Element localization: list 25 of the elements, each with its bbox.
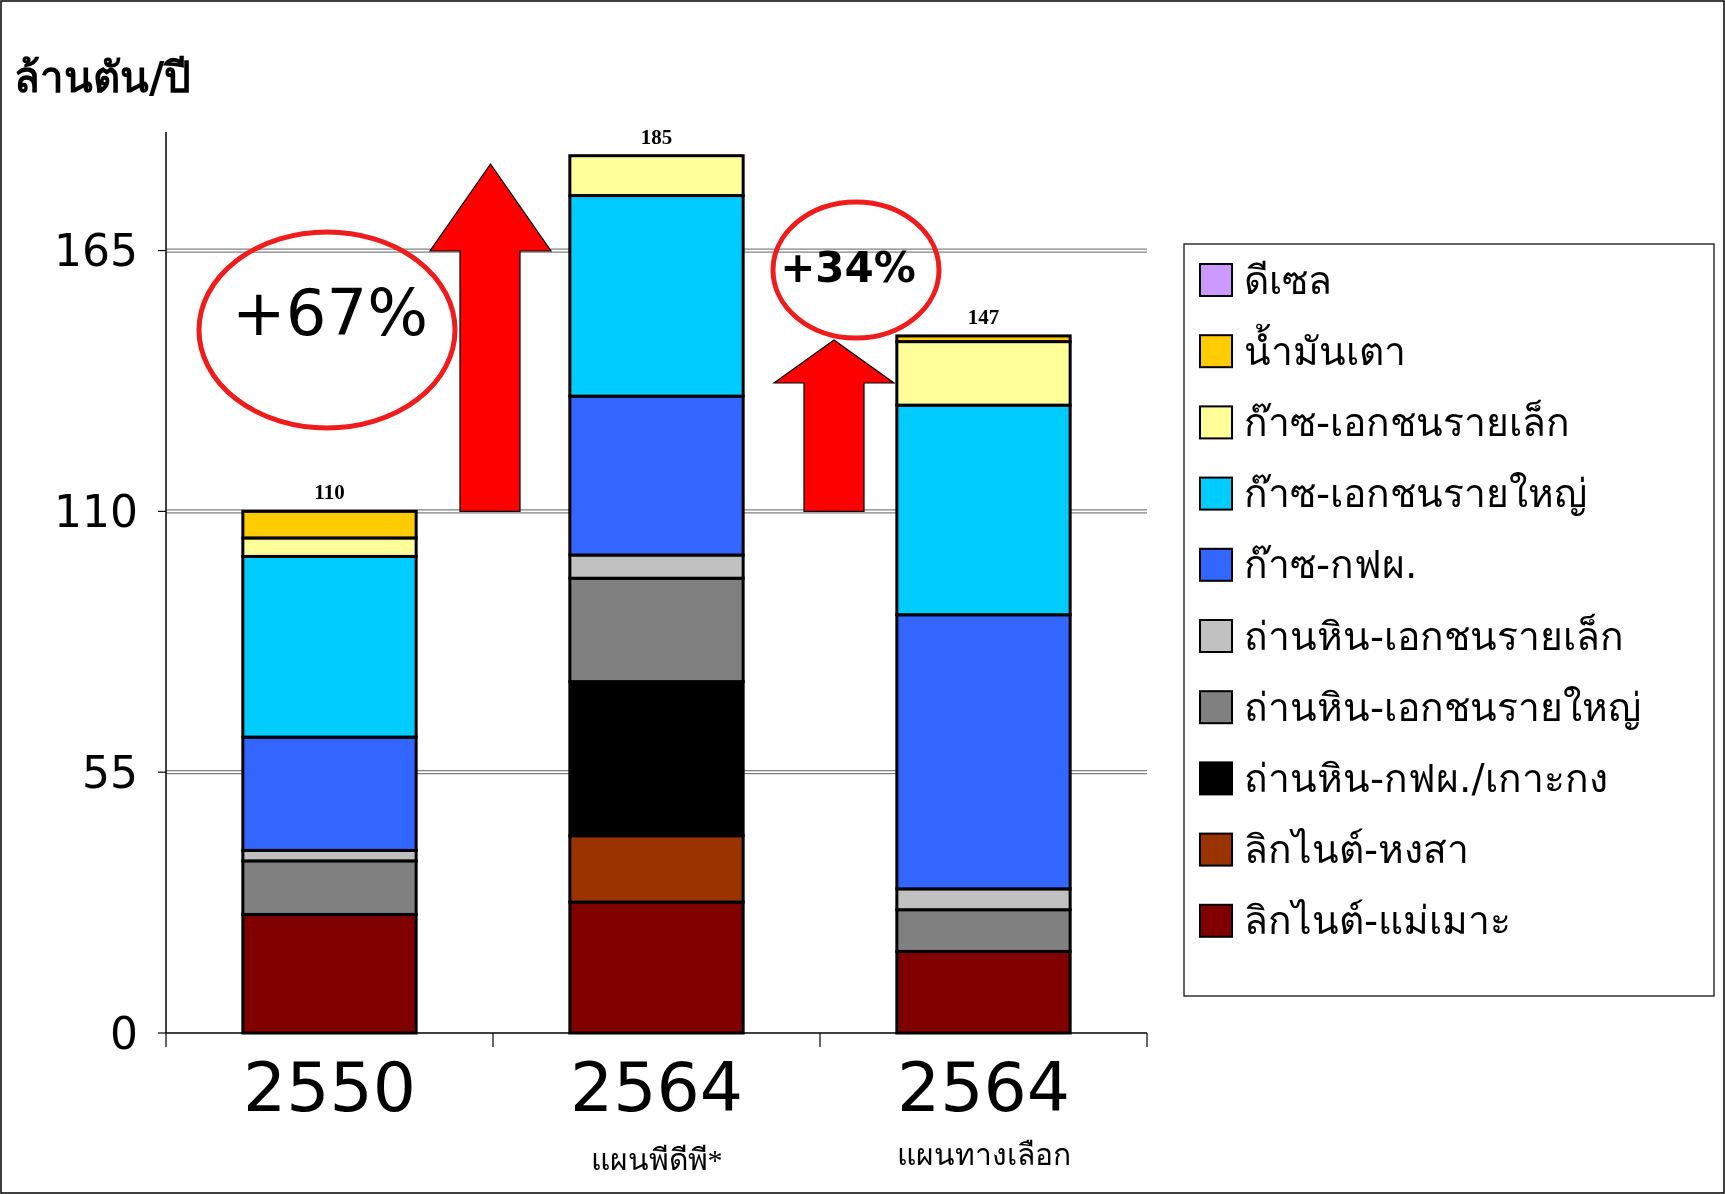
legend-label: ลิกไนต์-หงสา — [1244, 827, 1470, 873]
y-tick-label: 0 — [110, 1007, 138, 1059]
legend-label: ถ่านหิน-เอกชนรายเล็ก — [1244, 612, 1625, 659]
legend-label: ก๊าซ-เอกชนรายเล็ก — [1244, 398, 1571, 445]
total-label: 110 — [314, 480, 345, 505]
x-tick-label: 2564 — [896, 1048, 1071, 1127]
annotation: +67% — [232, 276, 428, 350]
legend-label: ถ่านหิน-กฟผ./เกาะกง — [1244, 755, 1608, 801]
legend-label: ถ่านหิน-เอกชนรายใหญ่ — [1244, 684, 1642, 730]
legend-label: ก๊าซ-เอกชนรายใหญ่ — [1244, 471, 1588, 517]
text: แผนพีดีพี* — [590, 1143, 723, 1176]
y-axis-title: ล้านตัน/ปี — [14, 53, 192, 102]
total-label: 185 — [640, 124, 673, 149]
y-tick-label: 110 — [54, 485, 138, 537]
y-tick-label: 165 — [54, 225, 138, 277]
x-tick-label: 2550 — [242, 1048, 417, 1127]
text: แผนทางเลือก — [896, 1138, 1071, 1171]
legend-label: ดีเซล — [1244, 257, 1332, 303]
y-tick-label: 55 — [82, 746, 138, 798]
total-label: 147 — [967, 304, 1000, 329]
annotation: +34% — [780, 243, 916, 292]
legend-label: น้ำมันเตา — [1244, 322, 1406, 374]
legend-label: ก๊าซ-กฟผ. — [1244, 542, 1418, 588]
legend-label: ลิกไนต์-แม่เมาะ — [1244, 898, 1512, 944]
x-tick-label: 2564 — [569, 1048, 744, 1127]
